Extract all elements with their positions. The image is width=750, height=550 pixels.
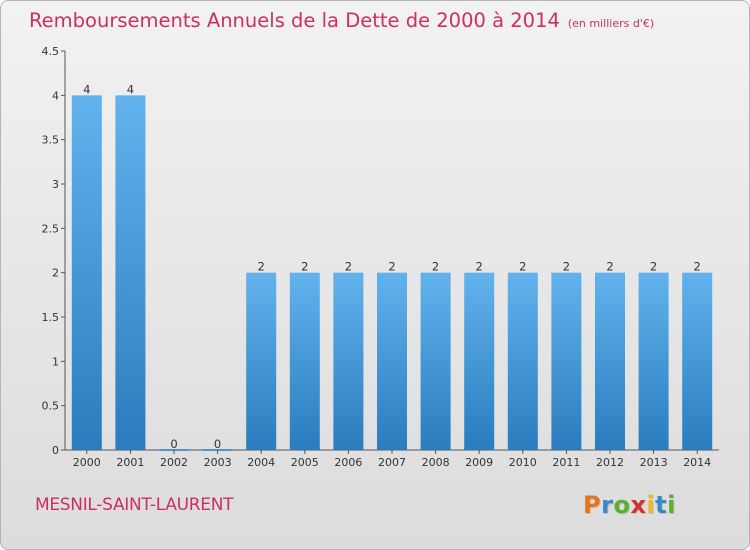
x-tick-label: 2013 (640, 456, 668, 469)
bar (551, 272, 582, 450)
logo-letter: x (630, 491, 647, 519)
y-tick-label: 3 (52, 178, 59, 191)
bar (115, 95, 146, 450)
x-tick-label: 2008 (422, 456, 450, 469)
x-tick-label: 2009 (465, 456, 493, 469)
proxiti-logo: Proxiti (583, 491, 676, 519)
value-label: 4 (83, 82, 90, 96)
bar (595, 272, 625, 450)
bar (71, 95, 102, 450)
logo-letter: i (667, 491, 676, 519)
x-tick-label: 2005 (291, 456, 319, 469)
bar (420, 272, 451, 450)
x-tick-label: 2006 (334, 456, 362, 469)
bar (507, 272, 538, 450)
value-label: 2 (258, 260, 265, 274)
value-label: 2 (606, 260, 613, 274)
x-tick-label: 2012 (596, 456, 624, 469)
bar (638, 272, 669, 450)
y-tick-label: 0.5 (42, 400, 60, 413)
chart-subtitle: (en milliers d'€) (567, 17, 655, 30)
y-tick-label: 4.5 (42, 45, 60, 58)
value-label: 2 (563, 260, 570, 274)
logo-letter: r (601, 491, 614, 519)
value-label: 2 (345, 260, 352, 274)
value-label: 2 (301, 260, 308, 274)
x-tick-label: 2001 (116, 456, 144, 469)
value-label: 2 (388, 260, 395, 274)
x-tick-label: 2014 (683, 456, 711, 469)
bar (464, 272, 495, 450)
title-row: Remboursements Annuels de la Dette de 20… (29, 9, 654, 32)
y-tick-label: 1 (52, 355, 59, 368)
x-tick-label: 2002 (160, 456, 188, 469)
value-label: 4 (127, 82, 134, 96)
y-tick-label: 0 (52, 444, 59, 457)
value-label: 0 (214, 437, 221, 451)
value-label: 2 (476, 260, 483, 274)
x-tick-label: 2007 (378, 456, 406, 469)
value-label: 2 (519, 260, 526, 274)
y-tick-label: 2.5 (42, 222, 60, 235)
x-tick-label: 2011 (552, 456, 580, 469)
bar (377, 272, 407, 450)
x-tick-label: 2010 (509, 456, 537, 469)
value-label: 2 (432, 260, 439, 274)
y-tick-label: 2 (52, 267, 59, 280)
value-label: 2 (694, 260, 701, 274)
y-tick-label: 4 (52, 89, 59, 102)
logo-letter: P (583, 491, 602, 519)
bar (289, 272, 320, 450)
commune-name: MESNIL-SAINT-LAURENT (35, 495, 234, 515)
bar (246, 272, 277, 450)
chart-title: Remboursements Annuels de la Dette de 20… (29, 9, 560, 32)
y-tick-label: 3.5 (42, 134, 60, 147)
bar (682, 272, 713, 450)
x-tick-label: 2000 (73, 456, 101, 469)
bar (333, 272, 364, 450)
x-tick-label: 2003 (204, 456, 232, 469)
value-label: 2 (650, 260, 657, 274)
logo-letter: i (646, 491, 656, 519)
value-label: 0 (170, 437, 177, 451)
logo-letter: t (655, 491, 668, 519)
y-tick-label: 1.5 (42, 311, 60, 324)
logo-letter: o (613, 491, 631, 519)
x-tick-label: 2004 (247, 456, 275, 469)
